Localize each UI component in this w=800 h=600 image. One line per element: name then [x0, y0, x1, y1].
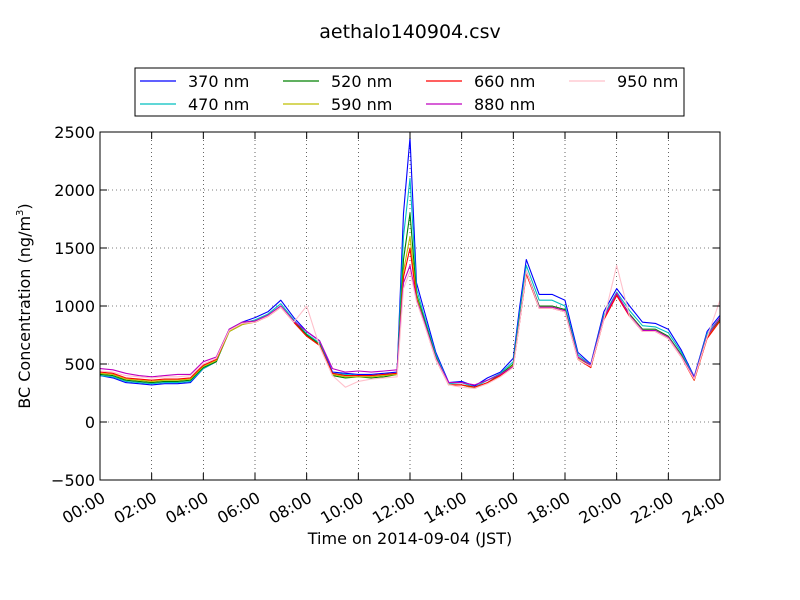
y-tick-label: 500 [64, 355, 95, 374]
y-tick-label: −500 [51, 471, 95, 490]
legend-label: 660 nm [474, 72, 535, 91]
legend-label: 590 nm [331, 95, 392, 114]
y-tick-label: 1500 [54, 239, 95, 258]
legend-label: 370 nm [188, 72, 249, 91]
y-axis-label-superscript: 3 [15, 210, 26, 216]
legend-entry-880-nm: 880 nm [426, 95, 535, 114]
legend-entry-520-nm: 520 nm [283, 72, 392, 91]
y-axis-label-suffix: ) [15, 203, 34, 209]
legend-label: 520 nm [331, 72, 392, 91]
y-tick-label: 0 [85, 413, 95, 432]
y-axis-tick-labels: −500 0 500 1000 1500 2000 2500 [51, 123, 95, 490]
plot-frame [99, 131, 721, 481]
x-axis-label: Time on 2014-09-04 (JST) [307, 529, 512, 548]
y-axis-label: BC Concentration (ng/m3) [15, 203, 34, 408]
chart-title: aethalo140904.csv [319, 21, 501, 43]
legend-label: 950 nm [617, 72, 678, 91]
legend-entry-470-nm: 470 nm [140, 95, 249, 114]
legend-label: 880 nm [474, 95, 535, 114]
series-lines [99, 137, 721, 389]
legend-entry-370-nm: 370 nm [140, 72, 249, 91]
legend-entry-950-nm: 950 nm [569, 72, 678, 91]
grid-lines [100, 132, 720, 480]
series-line-660-nm [99, 247, 721, 388]
y-tick-label: 2000 [54, 181, 95, 200]
legend-entry-590-nm: 590 nm [283, 95, 392, 114]
series-line-880-nm [99, 264, 721, 386]
legend-entries: 370 nm 470 nm 520 nm 590 nm 660 nm 880 nm 950 … [140, 72, 678, 114]
y-tick-label: 2500 [54, 123, 95, 142]
series-line-950-nm [99, 264, 721, 389]
legend-label: 470 nm [188, 95, 249, 114]
legend-entry-660-nm: 660 nm [426, 72, 535, 91]
legend: 370 nm 470 nm 520 nm 590 nm 660 nm 880 nm 950 … [134, 67, 685, 117]
y-tick-label: 1000 [54, 297, 95, 316]
legend-box [134, 67, 685, 117]
plot-area [99, 131, 721, 481]
y-axis-label-prefix: BC Concentration (ng/m [15, 216, 34, 409]
